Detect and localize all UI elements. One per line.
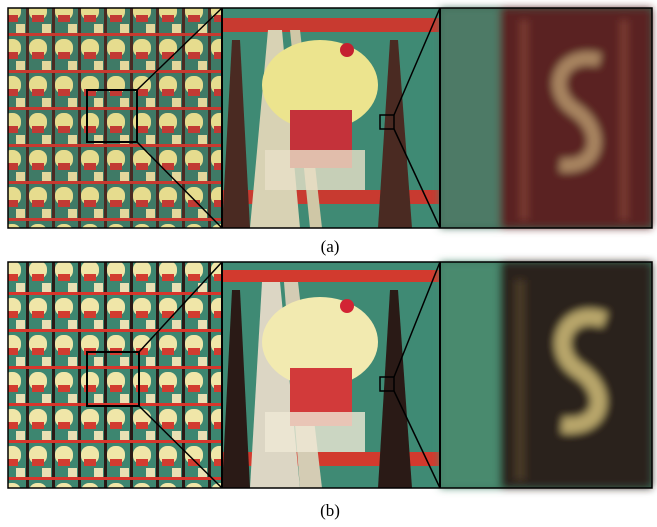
- figure: (a): [0, 0, 657, 527]
- detail-image: [440, 8, 652, 228]
- caption: (b): [320, 501, 340, 520]
- detail-image: [440, 262, 652, 488]
- row-a: (a): [8, 8, 652, 256]
- caption: (a): [321, 237, 340, 256]
- zoom-image: [222, 262, 440, 488]
- zoom-image: [222, 8, 440, 228]
- row-b: (b): [8, 262, 652, 520]
